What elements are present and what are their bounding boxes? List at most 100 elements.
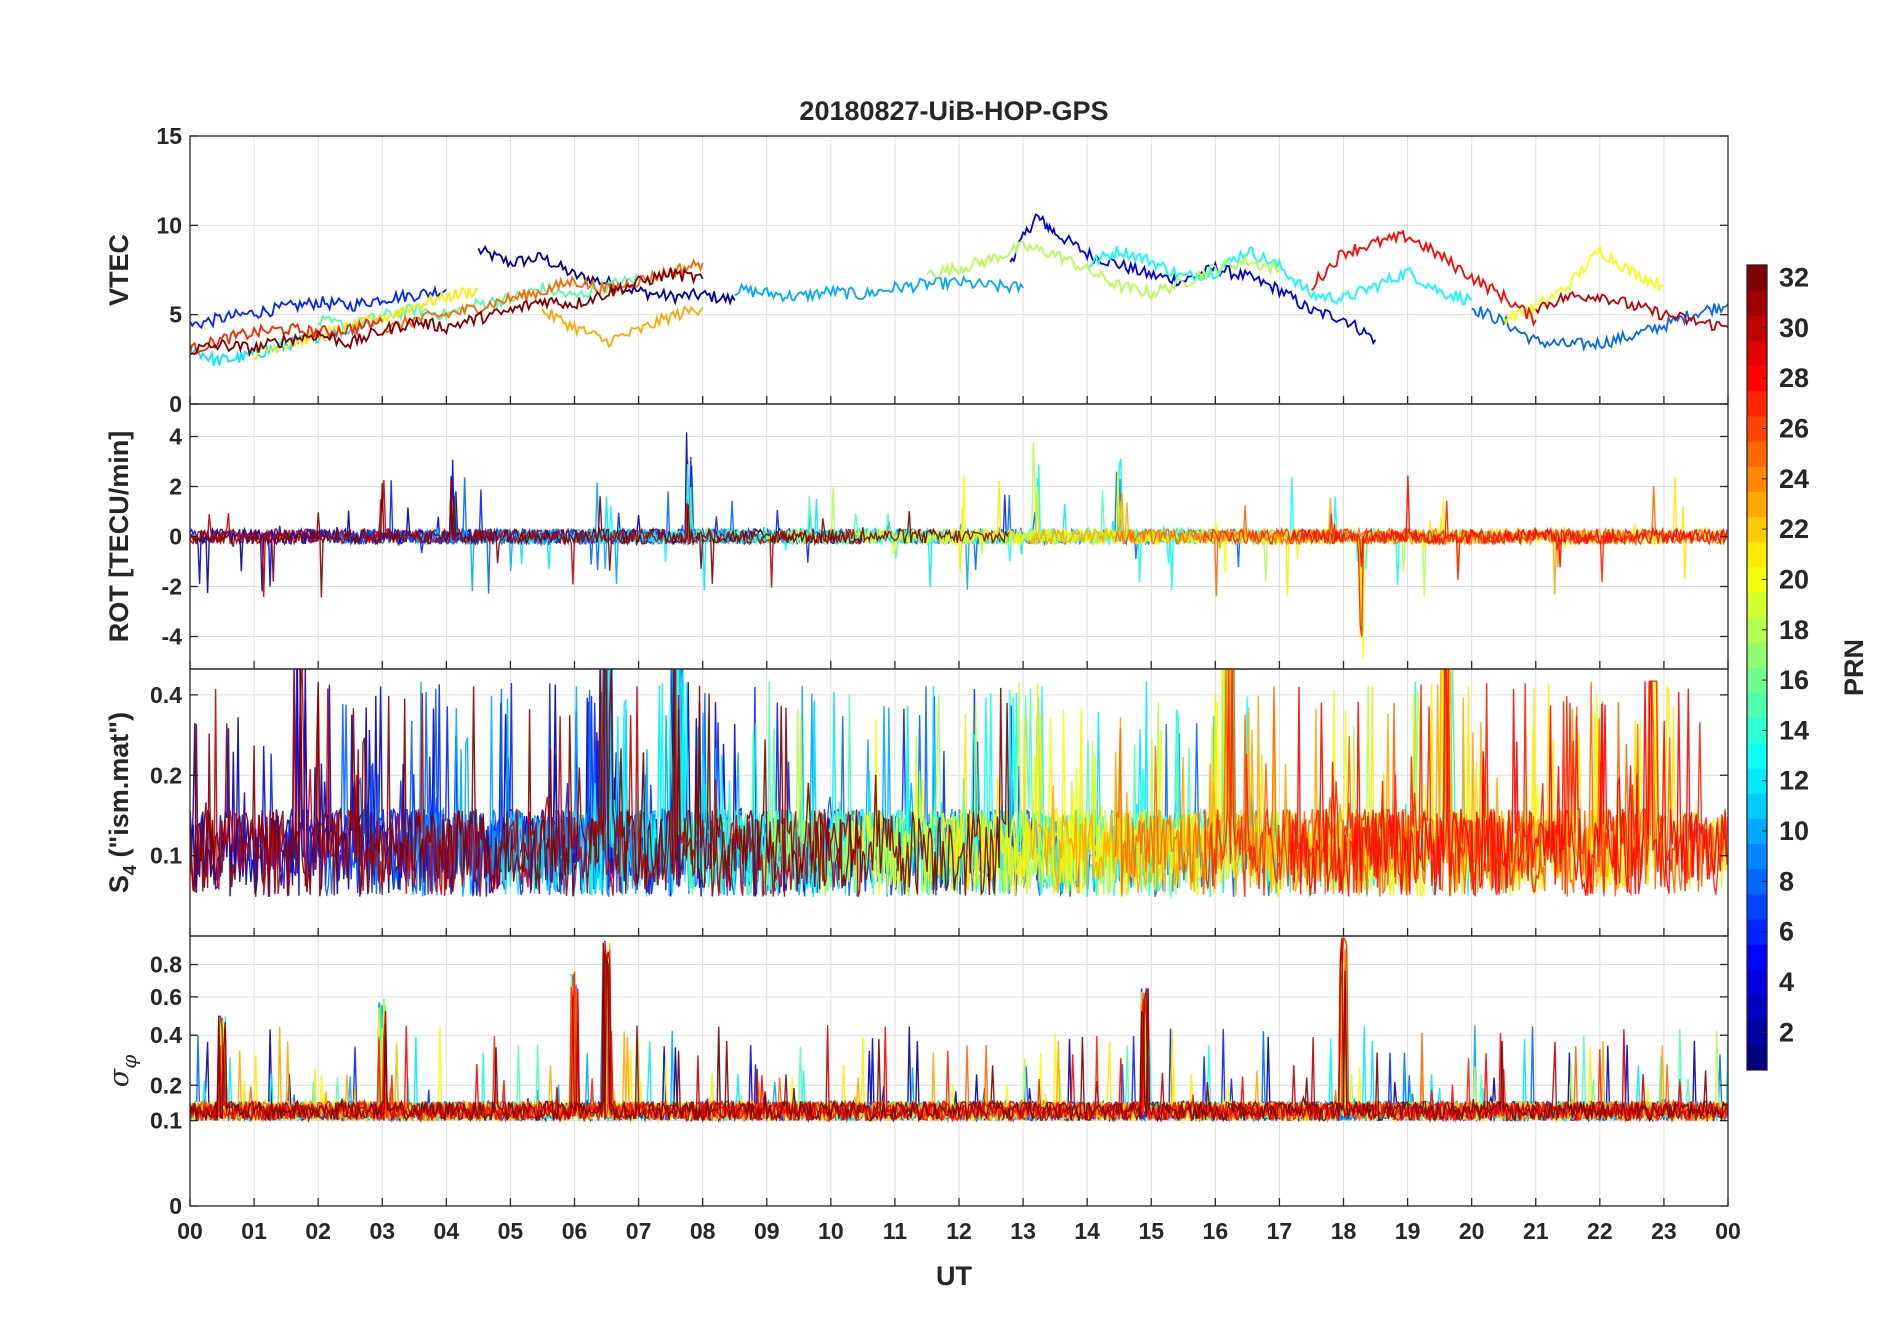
x-tick-label: 04 bbox=[434, 1218, 460, 1244]
rot-ylabel: ROT [TECU/min] bbox=[104, 431, 134, 642]
x-tick-label: 01 bbox=[241, 1218, 267, 1244]
colorbar-segment bbox=[1747, 315, 1767, 341]
x-tick-label: 03 bbox=[369, 1218, 395, 1244]
colorbar-segment bbox=[1747, 1044, 1767, 1071]
x-tick-label: 05 bbox=[498, 1218, 524, 1244]
colorbar-segment bbox=[1747, 265, 1767, 291]
panel-rot: -4 -2 0 2 4 ROT [TECU/min] bbox=[104, 403, 1729, 670]
colorbar-segment bbox=[1747, 390, 1767, 417]
sigma_phi-line-prn-32 bbox=[190, 942, 1728, 1123]
x-tick-label: 13 bbox=[1010, 1218, 1036, 1244]
colorbar-tick-label: 22 bbox=[1779, 514, 1809, 544]
colorbar-segment bbox=[1747, 642, 1767, 668]
plot-panels: 0 5 10 15 VTEC -4 -2 0 2 4 ROT [TECU/min] 0.1 0.2 0.4… bbox=[104, 123, 1729, 1219]
colorbar-tick-label: 8 bbox=[1779, 866, 1794, 896]
rot-line-prn-21 bbox=[939, 477, 1728, 621]
vtec-line-prn-12 bbox=[190, 319, 383, 366]
colorbar-segment bbox=[1747, 818, 1767, 845]
y-tick-label: 15 bbox=[156, 123, 182, 149]
colorbar-segment bbox=[1747, 466, 1767, 492]
colorbar-segment bbox=[1747, 516, 1767, 543]
x-tick-label: 14 bbox=[1074, 1218, 1100, 1244]
rot-line-prn-32 bbox=[190, 483, 1010, 598]
colorbar-tick-label: 28 bbox=[1779, 363, 1809, 393]
x-tick-label: 22 bbox=[1587, 1218, 1613, 1244]
panel-s4: 0.1 0.2 0.4 S4 ("ism.mat") bbox=[104, 668, 1729, 937]
x-tick-label: 07 bbox=[626, 1218, 652, 1244]
y-tick-label: 10 bbox=[156, 212, 182, 238]
x-tick-label: 09 bbox=[754, 1218, 780, 1244]
colorbar-tick-label: 14 bbox=[1779, 715, 1809, 745]
x-axis-label: UT bbox=[936, 1261, 972, 1291]
x-tick-label: 16 bbox=[1203, 1218, 1229, 1244]
rot-line-prn-6 bbox=[237, 457, 1044, 563]
y-tick-label: -2 bbox=[162, 574, 182, 600]
vtec-line-prn-23 bbox=[541, 305, 704, 349]
y-tick-label: 2 bbox=[169, 474, 182, 500]
y-tick-label: 0.8 bbox=[150, 952, 182, 978]
colorbar-segment bbox=[1747, 768, 1767, 794]
rot-line-prn-30 bbox=[190, 479, 862, 597]
colorbar-tick-label: 20 bbox=[1779, 564, 1809, 594]
x-tick-label: 12 bbox=[946, 1218, 972, 1244]
colorbar-segment bbox=[1747, 868, 1767, 895]
vtec-line-prn-15 bbox=[317, 272, 640, 334]
colorbar-segment bbox=[1747, 365, 1767, 392]
rot-line-prn-4 bbox=[190, 459, 850, 587]
y-tick-label: 0.4 bbox=[150, 682, 182, 708]
colorbar-tick-label: 32 bbox=[1779, 263, 1809, 293]
vtec-line-prn-28 bbox=[1310, 229, 1537, 327]
x-tick-label: 11 bbox=[883, 1218, 908, 1244]
colorbar-segment bbox=[1747, 893, 1767, 920]
vtec-ylabel: VTEC bbox=[104, 234, 134, 306]
x-tick-label: 15 bbox=[1138, 1218, 1164, 1244]
colorbar-tick-label: 4 bbox=[1779, 967, 1794, 997]
colorbar-segment bbox=[1747, 717, 1767, 744]
s4-line-prn-30 bbox=[190, 669, 862, 898]
panel-sigma_phi: 0 0.1 0.2 0.4 0.6 0.8 σφ bbox=[104, 935, 1729, 1219]
y-tick-label: 0.2 bbox=[150, 762, 182, 788]
y-tick-label: 0.4 bbox=[150, 1022, 182, 1048]
sigma_phi-ylabel: σφ bbox=[104, 1055, 141, 1087]
x-tick-label: 17 bbox=[1267, 1218, 1293, 1244]
colorbar-segment bbox=[1747, 415, 1767, 442]
s4-series bbox=[190, 669, 1728, 900]
colorbar-segment bbox=[1747, 692, 1767, 719]
s4-line-prn-27 bbox=[1202, 669, 1728, 897]
x-tick-label: 06 bbox=[562, 1218, 588, 1244]
colorbar-tick-label: 6 bbox=[1779, 917, 1794, 947]
colorbar-tick-label: 26 bbox=[1779, 414, 1809, 444]
rot-series bbox=[190, 432, 1728, 658]
chart-title: 20180827-UiB-HOP-GPS bbox=[799, 96, 1108, 126]
colorbar-segment bbox=[1747, 843, 1767, 870]
x-tick-label: 10 bbox=[818, 1218, 844, 1244]
x-tick-label: 00 bbox=[177, 1218, 203, 1244]
vtec-line-prn-6 bbox=[190, 284, 447, 330]
rot-line-prn-13 bbox=[587, 464, 1474, 628]
colorbar-segment bbox=[1747, 617, 1767, 643]
rot-line-prn-28 bbox=[1290, 475, 1728, 568]
colorbar-tick-label: 10 bbox=[1779, 816, 1809, 846]
colorbar-segment bbox=[1747, 340, 1767, 367]
colorbar-segment bbox=[1747, 944, 1767, 970]
s4-line-prn-32 bbox=[190, 669, 1010, 897]
colorbar-segment bbox=[1747, 441, 1767, 467]
s4-ylabel: S4 ("ism.mat") bbox=[104, 712, 140, 893]
s4-line-prn-28 bbox=[1290, 669, 1728, 897]
y-tick-label: 0.1 bbox=[150, 1108, 182, 1134]
rot-line-prn-20 bbox=[851, 468, 1667, 658]
x-tick-label: 21 bbox=[1523, 1218, 1549, 1244]
colorbar-segment bbox=[1747, 541, 1767, 568]
vtec-line-prn-13 bbox=[1087, 245, 1473, 306]
y-tick-label: 0 bbox=[169, 524, 182, 550]
y-tick-label: 4 bbox=[169, 424, 182, 450]
x-tick-label: 00 bbox=[1715, 1218, 1741, 1244]
vtec-line-prn-18 bbox=[926, 240, 1280, 301]
colorbar-label: PRN bbox=[1839, 639, 1869, 696]
colorbar-segment bbox=[1747, 994, 1767, 1021]
x-tick-label: 02 bbox=[305, 1218, 331, 1244]
vtec-line-prn-10 bbox=[734, 274, 1024, 304]
sigma_phi-grid bbox=[189, 936, 1729, 1207]
x-tick-label: 18 bbox=[1331, 1218, 1357, 1244]
